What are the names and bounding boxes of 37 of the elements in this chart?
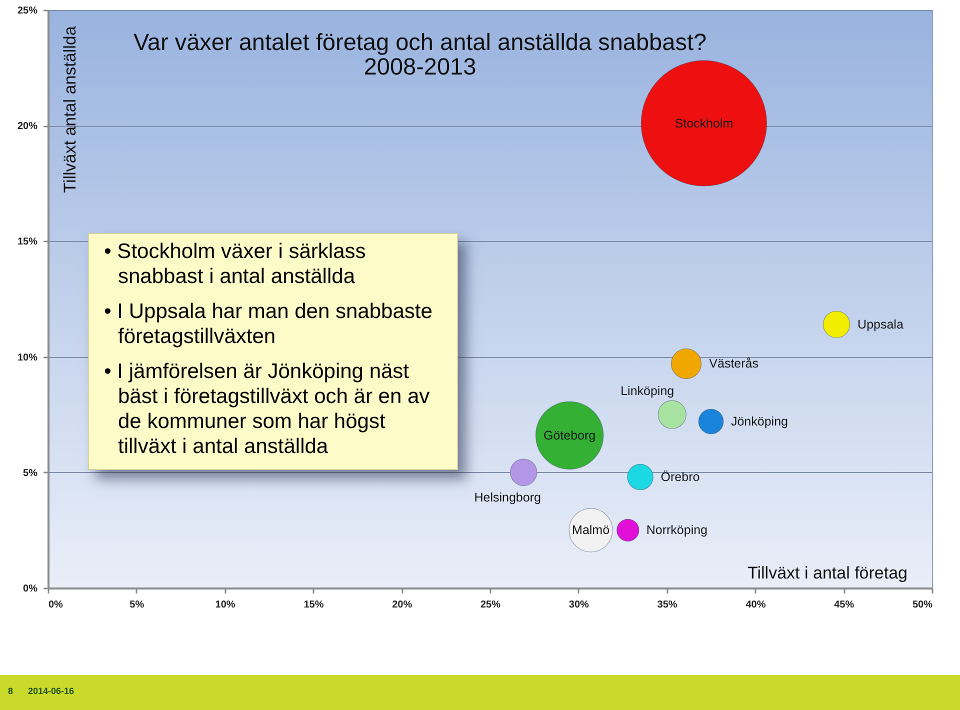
x-axis-title: Tillväxt i antal företag — [748, 564, 908, 582]
y-tick-label: 5% — [23, 468, 38, 479]
series-label: Örebro — [660, 470, 700, 484]
series-label: Malmö — [572, 523, 610, 538]
annotation: • Stockholm växer i särklass snabbast i antal anställda — [104, 239, 367, 289]
x-tick-label: 40% — [746, 600, 766, 610]
x-tick-label: 35% — [657, 600, 678, 610]
y-tick-label: 20% — [17, 121, 38, 132]
text: 8 — [8, 686, 14, 696]
x-tick-label: 10% — [215, 600, 236, 610]
y-tick-label: 10% — [17, 352, 38, 364]
y-tick-label: 15% — [17, 236, 38, 248]
text: Var växer antalet företag och antal anställda snabbast? — [133, 29, 707, 55]
annotation: • I Uppsala har man den snabbaste företagstillväxten — [104, 299, 434, 349]
x-tick-label: 0% — [48, 600, 64, 610]
y-tick-label: 0% — [23, 584, 38, 594]
x-tick-label: 20% — [392, 600, 412, 610]
series-label: Linköping — [620, 384, 674, 398]
x-tick-label: 15% — [304, 600, 324, 610]
x-tick-label: 50% — [912, 600, 933, 610]
x-tick-label: 5% — [130, 600, 144, 610]
text: 2014-06-16 — [28, 686, 74, 696]
y-axis-title: Tillväxt antal anställda — [60, 26, 80, 193]
note-box: • Stockholm växer i särklass snabbast i antal anställda • I Uppsala har man den snabbaste företagstillväxten • I jämförelsen är Jönköping näst bäst i företagstillväxt och är en av de kommuner som har högst tillväxt i antal anställda — [88, 233, 458, 470]
series-label: Helsingborg — [474, 490, 541, 504]
x-tick-label: 25% — [480, 600, 501, 610]
annotation: • I jämförelsen är Jönköping näst bäst i företagstillväxt och är en av de kommuner som har högst tillväxt i antal anställda — [104, 359, 431, 459]
series-label: Västerås — [709, 356, 758, 371]
series-label: Norrköping — [646, 523, 708, 538]
series-label: Stockholm — [674, 116, 734, 130]
x-tick-label: 30% — [568, 600, 590, 610]
series-label: Göteborg — [543, 428, 596, 442]
series-label: Jönköping — [730, 414, 788, 429]
text: 2008-2013 — [364, 54, 476, 80]
x-tick-label: 45% — [834, 600, 854, 610]
y-tick-label: 25% — [17, 6, 38, 16]
series-label: Uppsala — [858, 317, 904, 332]
